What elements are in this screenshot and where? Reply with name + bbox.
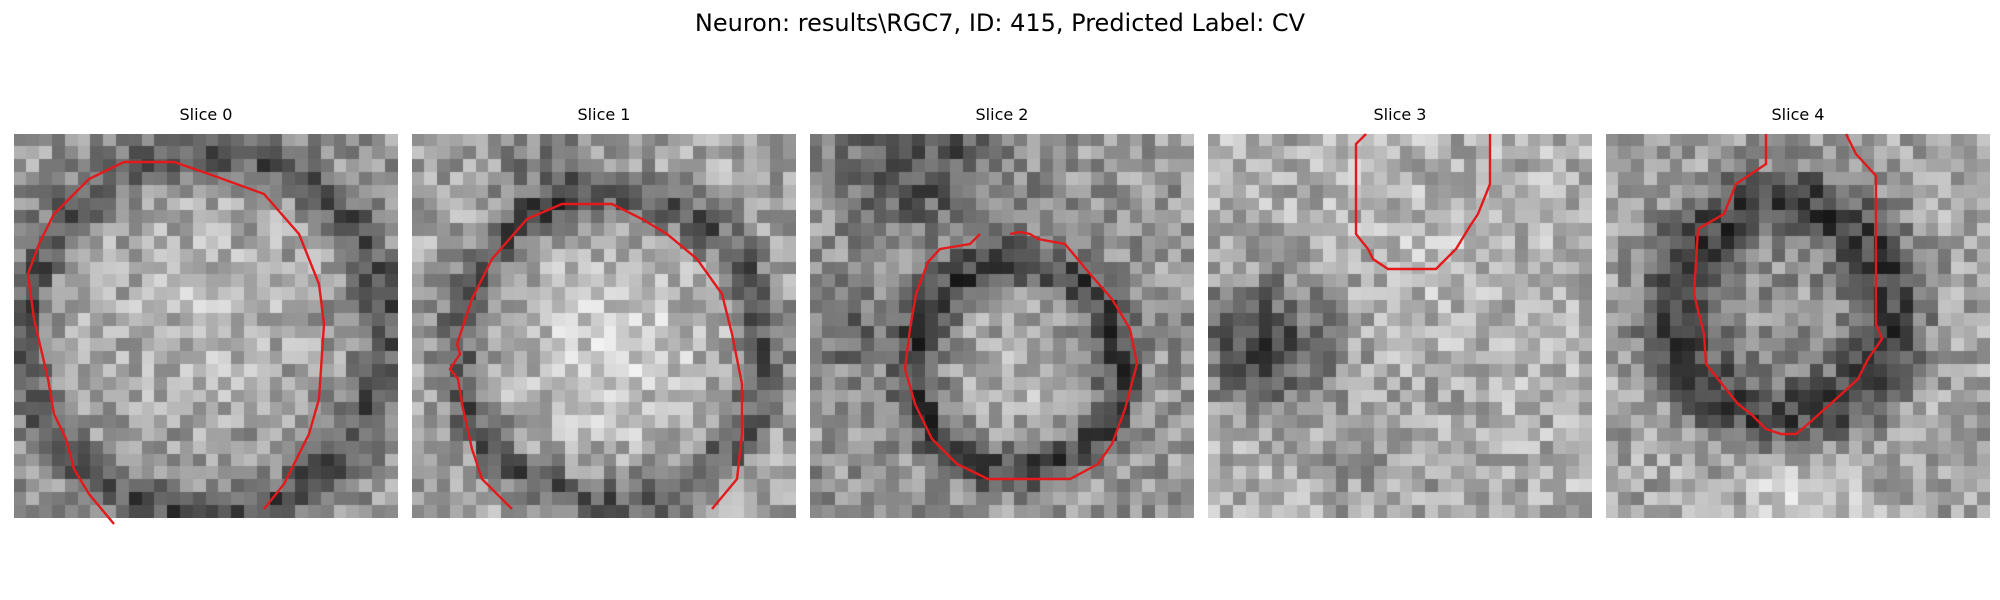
slice-image xyxy=(810,134,1194,518)
segmentation-contour xyxy=(26,160,326,525)
segmentation-contour xyxy=(903,230,1139,481)
slice-title: Slice 3 xyxy=(1373,105,1427,124)
slice-title: Slice 0 xyxy=(179,105,233,124)
slice-title: Slice 2 xyxy=(975,105,1029,124)
slice-overlay xyxy=(1354,133,1492,271)
slice-overlay xyxy=(903,230,1139,481)
slice-overlay xyxy=(1692,133,1884,436)
slice-image xyxy=(1208,134,1592,518)
segmentation-contour xyxy=(1692,133,1884,436)
slice-title: Slice 4 xyxy=(1771,105,1825,124)
slice-title: Slice 1 xyxy=(577,105,631,124)
slice-image xyxy=(1606,134,1990,518)
segmentation-contour xyxy=(448,202,744,510)
slice-overlay xyxy=(26,160,326,525)
slice-image xyxy=(14,134,398,518)
slice-image xyxy=(412,134,796,518)
figure-title: Neuron: results\RGC7, ID: 415, Predicted… xyxy=(694,9,1306,37)
segmentation-contour xyxy=(1354,133,1492,271)
slice-overlay xyxy=(448,202,744,510)
